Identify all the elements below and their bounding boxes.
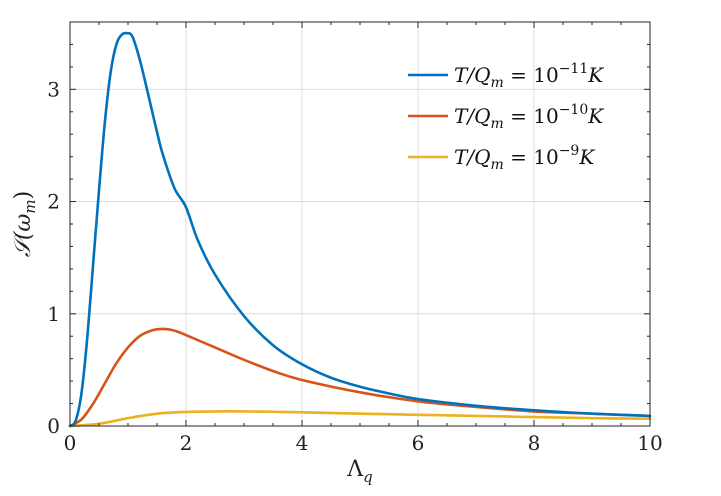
axis-ticks (69, 21, 651, 427)
y-axis-label-main: 𝒮(ω (11, 214, 36, 258)
y-tick-label: 2 (47, 190, 60, 214)
y-axis-label-sub: m (21, 199, 39, 213)
x-tick-label: 10 (637, 431, 662, 455)
grid-lines (69, 22, 651, 427)
y-axis-label-close: ) (11, 191, 36, 200)
legend: T/Qm = 10−11K T/Qm = 10−10K T/Qm = 10−9K (408, 61, 604, 173)
plot-frame (69, 21, 651, 427)
y-tick-label: 0 (47, 414, 60, 438)
x-axis-label: Λq (346, 457, 373, 486)
x-tick-label: 4 (296, 431, 309, 455)
series-line-3 (68, 410, 652, 428)
legend-label-3: T/Qm = 10−9K (454, 143, 595, 173)
x-tick-label: 6 (412, 431, 425, 455)
x-axis-label-sub: q (363, 468, 373, 486)
x-tick-label: 2 (180, 431, 193, 455)
y-tick-label: 3 (47, 77, 60, 101)
y-axis-label: 𝒮(ωm) (11, 191, 39, 257)
plot-area (68, 31, 652, 428)
x-axis-label-main: Λ (346, 457, 364, 482)
series-line-1 (68, 31, 652, 428)
tick-labels: 0 2 4 6 8 10 0 1 2 3 (47, 77, 662, 455)
legend-label-2: T/Qm = 10−10K (454, 102, 604, 132)
series-line-2 (68, 327, 652, 428)
y-tick-label: 1 (47, 302, 60, 326)
legend-label-1: T/Qm = 10−11K (454, 61, 604, 91)
x-tick-label: 8 (528, 431, 541, 455)
x-tick-label: 0 (64, 431, 77, 455)
